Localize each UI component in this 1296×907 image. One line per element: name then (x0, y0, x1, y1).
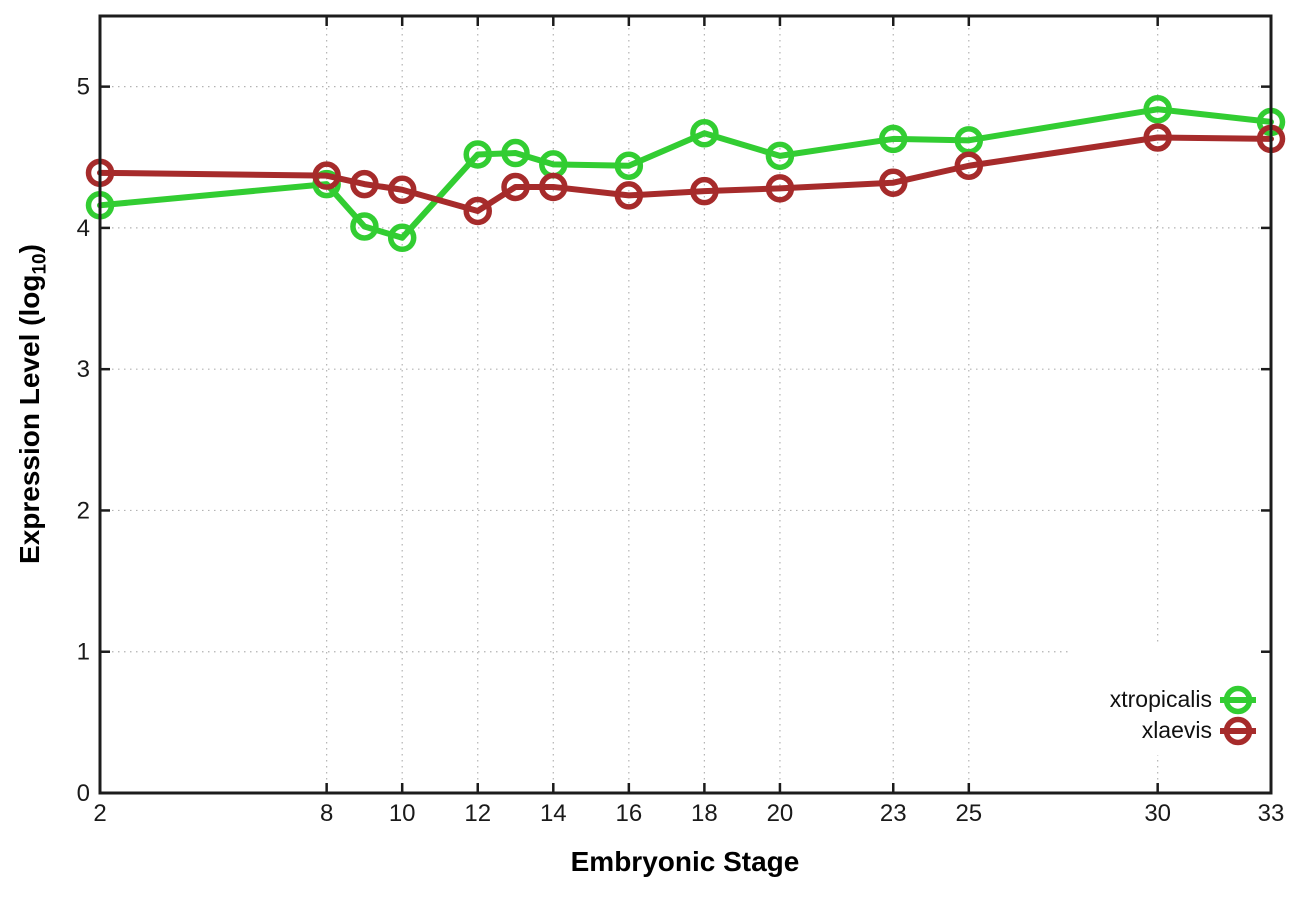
series-xtropicalis-marker (614, 151, 644, 180)
x-tick-label-25: 25 (955, 800, 982, 827)
series-xtropicalis-marker (350, 212, 379, 241)
y-axis-title-prefix: Expression Level (log (14, 274, 45, 564)
x-tick-label-16: 16 (615, 800, 642, 827)
x-tick-label-14: 14 (540, 800, 567, 827)
series-xlaevis-marker (539, 172, 568, 202)
x-tick-label-30: 30 (1144, 800, 1171, 827)
y-tick-label-1: 1 (77, 639, 90, 666)
x-tick-label-18: 18 (691, 800, 718, 827)
x-tick-label-23: 23 (880, 800, 907, 827)
y-axis-title: Expression Level (log10) (13, 224, 51, 584)
x-axis-title: Embryonic Stage (570, 846, 800, 877)
y-tick-label-2: 2 (77, 497, 90, 524)
legend-sample-xlaevis-marker (1223, 716, 1253, 746)
x-tick-label-33: 33 (1258, 800, 1285, 827)
series-xlaevis-marker (879, 168, 908, 197)
legend-sample-xtropicalis-marker (1223, 685, 1253, 715)
series-xlaevis-marker (312, 161, 341, 190)
x-tick-label-12: 12 (464, 800, 491, 827)
x-tick-label-8: 8 (320, 800, 333, 827)
x-tick-label-2: 2 (93, 800, 106, 827)
series-xtropicalis-marker (387, 223, 417, 253)
y-tick-label-3: 3 (77, 356, 90, 383)
series-xlaevis-marker (690, 176, 719, 206)
plot-border (98, 14, 1273, 795)
series-xlaevis-marker (501, 172, 530, 202)
legend-label-xtropicalis: xtropicalis (1109, 686, 1212, 712)
series-xtropicalis-marker (463, 140, 492, 169)
y-axis-title-subscript: 10 (29, 253, 51, 275)
series-xlaevis-marker (350, 169, 379, 199)
series-xtropicalis-marker (312, 169, 341, 199)
series-xtropicalis-marker (1143, 94, 1172, 124)
x-tick-label-20: 20 (767, 800, 794, 827)
series-xlaevis-marker (1143, 123, 1172, 152)
y-tick-label-5: 5 (77, 74, 90, 101)
legend-label-xlaevis: xlaevis (1141, 717, 1212, 743)
series-xtropicalis-marker (765, 141, 795, 171)
y-tick-label-0: 0 (77, 780, 90, 807)
series-xlaevis-marker (463, 196, 492, 226)
series-xlaevis-marker (954, 151, 984, 180)
series-xlaevis-line (97, 134, 1274, 214)
legend: xtropicalis xlaevis (1110, 684, 1212, 746)
series-xlaevis-marker (387, 175, 417, 205)
series-xlaevis-marker (765, 174, 795, 203)
series-xtropicalis-marker (690, 119, 719, 148)
series-xlaevis-marker (614, 181, 644, 210)
y-tick-label-4: 4 (77, 215, 90, 242)
y-axis-title-suffix: ) (14, 244, 45, 254)
x-tick-label-10: 10 (389, 800, 416, 827)
series-xtropicalis-marker (501, 138, 530, 168)
series-xtropicalis-marker (879, 124, 908, 154)
